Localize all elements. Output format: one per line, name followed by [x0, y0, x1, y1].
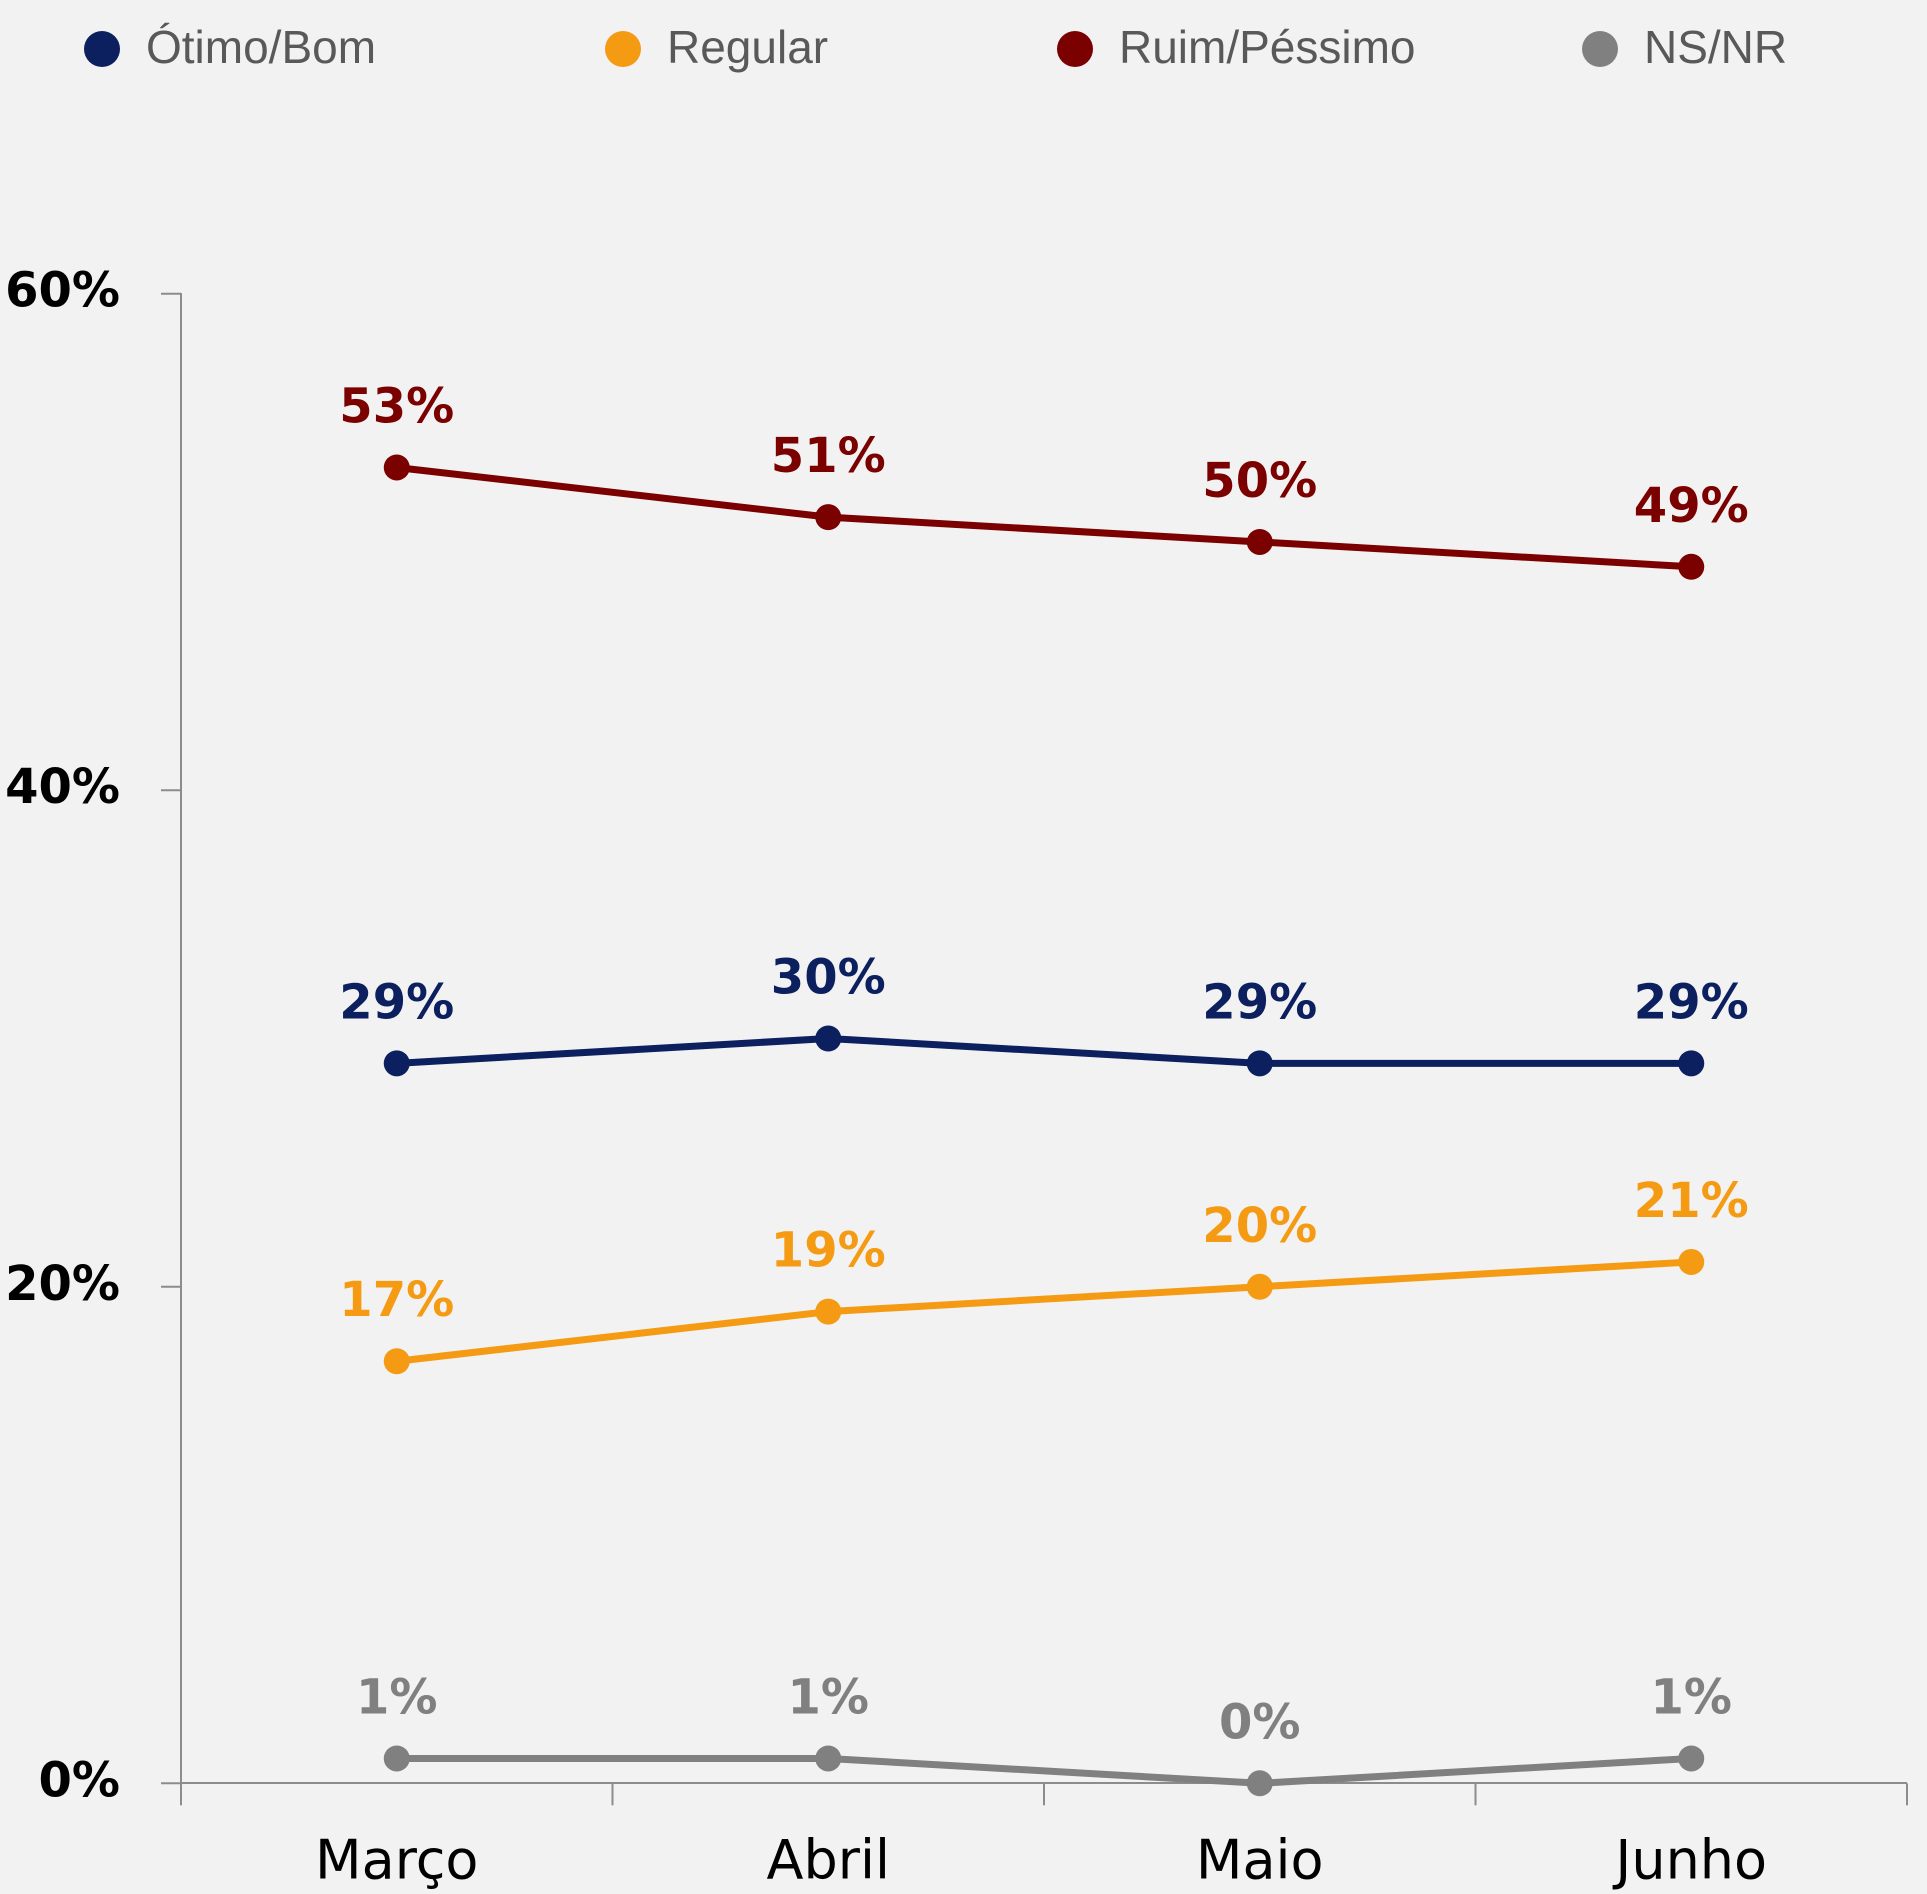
x-tick-label: Maio — [1196, 1829, 1324, 1892]
data-label: 50% — [1202, 453, 1317, 509]
legend-marker — [84, 31, 120, 67]
series-line — [396, 1035, 1692, 1067]
x-tick-label: Junho — [1612, 1829, 1767, 1892]
data-label: 0% — [1219, 1694, 1301, 1750]
y-tick-label: 20% — [5, 1256, 120, 1312]
legend-label: Ruim/Péssimo — [1119, 21, 1416, 73]
data-point — [1678, 1050, 1705, 1077]
data-point — [1678, 553, 1705, 580]
data-point — [383, 454, 410, 481]
data-point — [1246, 528, 1273, 555]
y-tick-label: 40% — [5, 759, 120, 815]
data-point — [383, 1348, 410, 1375]
data-point — [1246, 1273, 1273, 1300]
y-tick-label: 0% — [39, 1752, 121, 1808]
legend-label: Regular — [667, 21, 828, 73]
y-tick-label: 60% — [5, 263, 120, 319]
x-tick-label: Abril — [767, 1829, 890, 1892]
data-point — [815, 1298, 842, 1325]
data-label: 29% — [1202, 974, 1317, 1030]
legend-marker — [1057, 31, 1093, 67]
data-label: 29% — [339, 974, 454, 1030]
x-tick-label: Março — [315, 1829, 478, 1892]
data-point — [1246, 1050, 1273, 1077]
data-point — [1678, 1248, 1705, 1275]
data-label: 1% — [1651, 1669, 1733, 1725]
data-label: 53% — [339, 378, 454, 434]
data-label: 1% — [356, 1669, 438, 1725]
legend-marker — [1582, 31, 1618, 67]
data-point — [815, 1025, 842, 1052]
data-label: 1% — [788, 1669, 870, 1725]
data-point — [383, 1745, 410, 1772]
legend-label: Ótimo/Bom — [146, 21, 376, 73]
data-point — [1678, 1745, 1705, 1772]
data-point — [815, 1745, 842, 1772]
data-point — [383, 1050, 410, 1077]
legend-marker — [605, 31, 641, 67]
legend-label: NS/NR — [1644, 21, 1787, 73]
data-label: 21% — [1634, 1173, 1749, 1229]
data-label: 19% — [771, 1223, 886, 1279]
series-line — [396, 1258, 1692, 1365]
data-point — [1246, 1770, 1273, 1797]
data-label: 29% — [1634, 974, 1749, 1030]
series-line — [396, 1754, 1692, 1787]
data-point — [815, 504, 842, 531]
data-label: 30% — [771, 950, 886, 1006]
data-label: 20% — [1202, 1198, 1317, 1254]
data-label: 51% — [771, 428, 886, 484]
data-label: 17% — [339, 1272, 454, 1328]
data-label: 49% — [1634, 478, 1749, 534]
series-line — [396, 464, 1692, 571]
